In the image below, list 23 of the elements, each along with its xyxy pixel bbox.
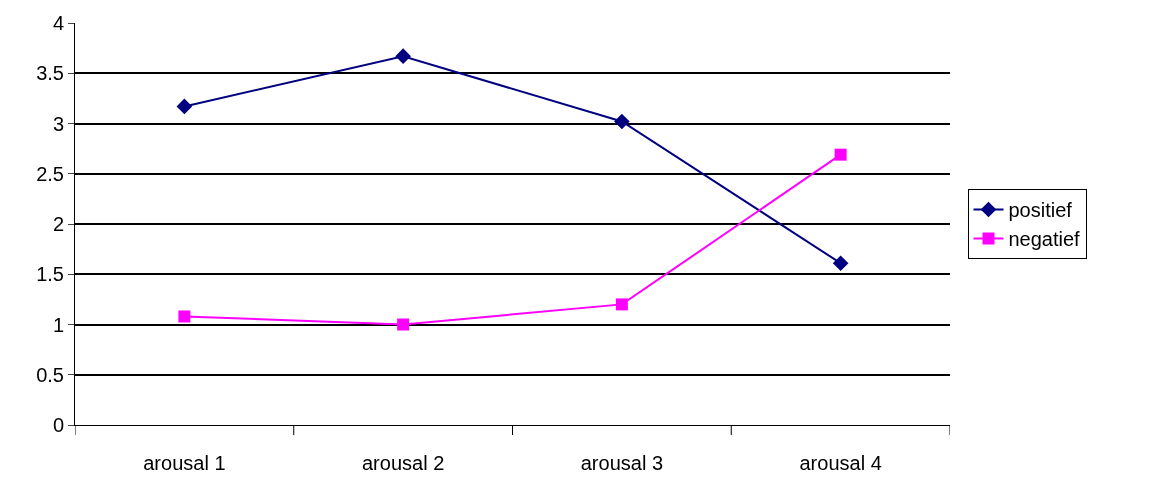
y-tick-label: 2.5 [36,162,64,185]
y-tick-label: 1 [52,313,64,336]
x-tick-label: arousal 2 [361,452,445,474]
point [397,318,410,331]
x-tick-label: arousal 4 [799,452,882,474]
point [832,255,849,271]
point [615,298,628,311]
y-tick-label: 4 [52,12,64,34]
y-tick-label: 3 [52,112,64,135]
x-tick-label: arousal 1 [143,452,226,474]
y-tick-label: 0.5 [36,363,64,386]
point [178,310,191,323]
x-tick-label: arousal 3 [580,452,664,474]
y-tick-label: 2 [52,213,64,235]
point [176,98,193,115]
point [614,113,630,130]
legend-label: positief [1008,199,1073,222]
y-tick-label: 3.5 [36,62,64,85]
y-tick-label: 0 [52,414,64,436]
point [395,48,411,64]
legend-label: negatief [1008,228,1081,251]
y-tick-label: 1.5 [36,263,64,286]
point [834,148,847,161]
